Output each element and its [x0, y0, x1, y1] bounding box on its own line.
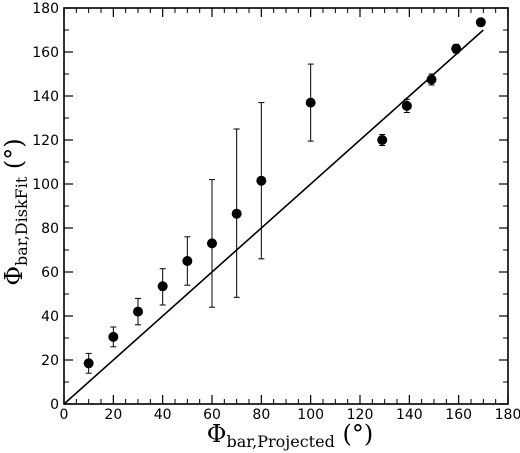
x-tick-label: 20 [104, 407, 122, 423]
data-point [451, 43, 462, 54]
y-tick-label: 0 [50, 397, 59, 413]
y-axis-label-symbol: Φ [0, 266, 28, 286]
data-point-group [475, 17, 486, 28]
data-point-group [157, 268, 168, 306]
data-point [231, 208, 242, 219]
data-point-group [451, 43, 462, 54]
y-tick-label: 120 [32, 133, 59, 149]
data-point [426, 74, 437, 85]
data-point-group [231, 128, 242, 298]
data-point-group [133, 297, 143, 326]
data-point [401, 100, 412, 111]
y-tick-label: 20 [41, 353, 59, 369]
data-point [133, 306, 143, 317]
x-tick-label: 40 [154, 407, 172, 423]
data-point [305, 97, 316, 108]
y-tick-label: 40 [41, 309, 59, 325]
y-axis-label-subscript: bar,DiskFit [12, 176, 31, 266]
y-axis-label-unit: (°) [0, 138, 28, 176]
axes-layer [63, 7, 509, 405]
x-tick-label: 140 [396, 407, 423, 423]
data-point [377, 135, 388, 145]
y-tick-label: 180 [32, 1, 59, 17]
x-tick-label: 0 [60, 407, 69, 423]
data-point [83, 358, 94, 369]
x-axis-label-subscript: bar,Projected [226, 432, 334, 451]
x-axis-label: Φbar,Projected (°) [207, 420, 373, 451]
data-point [256, 175, 267, 186]
data-point [182, 256, 193, 266]
y-axis-label: Φbar,DiskFit (°) [0, 138, 31, 285]
y-tick-label: 80 [41, 221, 59, 237]
data-point-group [401, 98, 412, 113]
y-tick-label: 100 [32, 177, 59, 193]
x-tick-label: 120 [347, 407, 374, 423]
x-tick-label: 180 [495, 407, 520, 423]
data-point-group [83, 352, 94, 374]
data-point-group [207, 179, 217, 308]
data-point [157, 281, 168, 292]
y-tick-label: 60 [41, 265, 59, 281]
data-points-layer [83, 17, 486, 374]
data-point-group [182, 236, 193, 286]
data-point-group [108, 326, 119, 348]
reference-line-layer [63, 29, 484, 405]
y-tick-label: 140 [32, 89, 59, 105]
data-point-group [377, 134, 388, 146]
data-point [108, 331, 119, 342]
x-tick-label: 160 [445, 407, 472, 423]
data-point-group [305, 63, 316, 142]
y-tick-label: 160 [32, 45, 59, 61]
data-point-group [426, 73, 437, 86]
x-axis-label-symbol: Φ [207, 420, 227, 448]
reference-line [63, 29, 484, 405]
x-axis-label-unit: (°) [335, 420, 373, 448]
x-tick-label: 80 [252, 407, 270, 423]
x-tick-label: 100 [297, 407, 324, 423]
data-point [475, 17, 486, 28]
data-point-group [256, 102, 267, 260]
x-tick-label: 60 [203, 407, 221, 423]
data-point [207, 238, 217, 249]
